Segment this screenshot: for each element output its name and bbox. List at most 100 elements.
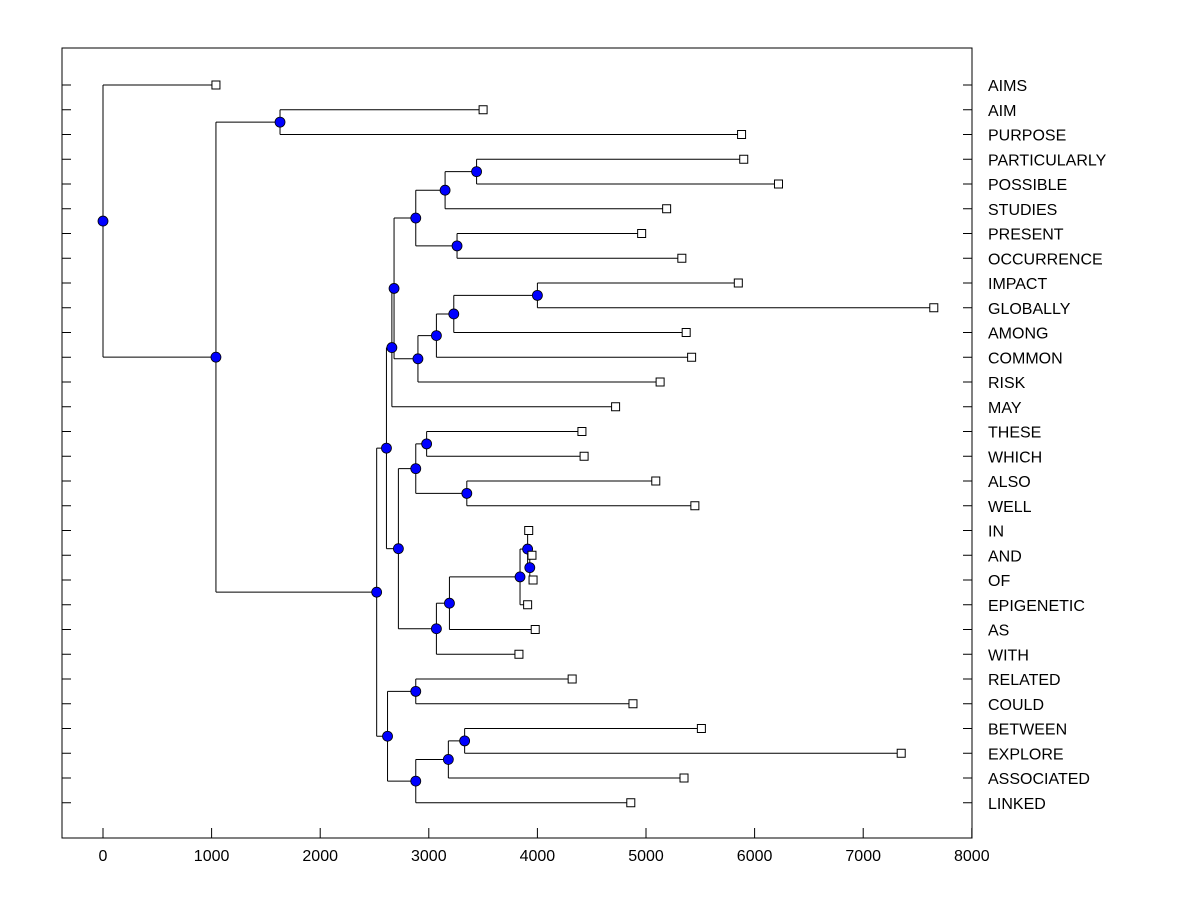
- leaf-marker: [524, 526, 534, 535]
- merge-node: [210, 351, 222, 363]
- leaf-marker: [662, 204, 672, 214]
- leaf-marker: [681, 328, 691, 337]
- leaf-label: STUDIES: [988, 202, 1057, 219]
- x-tick-label: 1000: [194, 848, 230, 865]
- leaf-marker: [896, 748, 906, 758]
- leaf-label: ASSOCIATED: [988, 771, 1090, 788]
- leaf-label: RISK: [988, 375, 1026, 392]
- leaf-label: POSSIBLE: [988, 177, 1067, 194]
- merge-node: [410, 775, 422, 787]
- merge-node: [461, 487, 473, 499]
- leaf-label: ALSO: [988, 474, 1031, 491]
- leaf-label: THESE: [988, 425, 1041, 442]
- leaf-marker: [687, 352, 697, 362]
- x-tick-label: 4000: [520, 848, 556, 865]
- leaf-markers: [211, 80, 939, 808]
- merge-node: [471, 166, 482, 178]
- merge-node: [421, 438, 433, 450]
- x-tick-label: 5000: [628, 848, 664, 865]
- x-tick-label: 6000: [737, 848, 773, 865]
- leaf-marker: [739, 154, 749, 164]
- merge-node: [431, 623, 442, 635]
- leaf-label: PARTICULARLY: [988, 152, 1107, 169]
- leaf-marker: [637, 229, 647, 238]
- leaf-label: IMPACT: [988, 276, 1047, 293]
- leaf-marker: [737, 130, 747, 139]
- leaf-labels: AIMS AIM PURPOSE PARTICULARLY POSSIBLE STUDIE…: [988, 78, 1107, 813]
- leaf-marker: [527, 550, 537, 560]
- leaf-label: OCCURRENCE: [988, 251, 1103, 268]
- leaf-marker: [626, 798, 636, 808]
- leaf-marker: [523, 600, 533, 610]
- x-tick-label: 8000: [954, 848, 990, 865]
- y-axis-ticks: [62, 84, 972, 804]
- leaf-label: OF: [988, 573, 1010, 590]
- merge-node: [431, 330, 442, 341]
- leaf-marker: [677, 253, 687, 263]
- leaf-marker: [567, 674, 577, 684]
- merge-node: [444, 597, 455, 609]
- leaf-label: IN: [988, 524, 1004, 541]
- leaf-label: MAY: [988, 400, 1022, 417]
- leaf-marker: [528, 575, 538, 585]
- branches: [102, 84, 934, 804]
- plot-frame: [61, 47, 973, 839]
- leaf-label: EPIGENETIC: [988, 598, 1085, 615]
- merge-node: [412, 353, 424, 365]
- merge-node: [514, 571, 526, 583]
- leaf-label: BETWEEN: [988, 722, 1067, 739]
- leaf-marker: [514, 649, 524, 659]
- leaf-label: COMMON: [988, 350, 1063, 367]
- leaf-marker: [696, 724, 706, 733]
- merge-node: [386, 342, 398, 353]
- merge-node: [392, 543, 404, 555]
- leaf-marker: [478, 105, 488, 115]
- x-tick-label: 2000: [302, 848, 338, 865]
- leaf-label: PURPOSE: [988, 128, 1066, 145]
- merge-node: [524, 562, 536, 574]
- leaf-label: WELL: [988, 499, 1032, 516]
- leaf-marker: [651, 476, 661, 486]
- leaf-marker: [679, 773, 689, 783]
- merge-node: [388, 283, 400, 294]
- x-tick-label: 3000: [411, 848, 447, 865]
- x-tick-label: 0: [99, 848, 108, 865]
- leaf-label: AS: [988, 623, 1009, 640]
- merge-node: [451, 240, 463, 252]
- merge-node: [382, 730, 393, 742]
- merge-node: [410, 463, 422, 475]
- leaf-label: EXPLORE: [988, 746, 1064, 763]
- leaf-marker: [655, 377, 665, 387]
- merge-node: [274, 116, 286, 128]
- leaf-label: WITH: [988, 647, 1029, 664]
- merge-node: [439, 184, 451, 196]
- leaf-marker: [690, 501, 700, 511]
- leaf-label: WHICH: [988, 449, 1042, 466]
- leaf-marker: [211, 80, 221, 90]
- leaf-label: AND: [988, 548, 1022, 565]
- leaf-label: COULD: [988, 697, 1044, 714]
- leaf-marker: [773, 179, 783, 189]
- leaf-label: PRESENT: [988, 227, 1064, 244]
- leaf-marker: [579, 451, 589, 461]
- merge-node: [381, 442, 392, 454]
- merge-node: [371, 586, 383, 598]
- leaf-marker: [611, 402, 621, 412]
- leaf-label: RELATED: [988, 672, 1061, 689]
- leaf-marker: [733, 278, 743, 288]
- leaf-marker: [530, 625, 540, 634]
- leaf-label: AIMS: [988, 78, 1027, 95]
- merge-node: [442, 754, 454, 765]
- leaf-marker: [929, 303, 939, 313]
- leaf-label: LINKED: [988, 796, 1046, 813]
- x-axis-ticks: 0 1000 2000 3000 4000 5000 6000 7000 8000: [99, 828, 990, 865]
- x-tick-label: 7000: [845, 848, 881, 865]
- leaf-marker: [628, 699, 638, 709]
- leaf-marker: [577, 427, 587, 436]
- leaf-label: GLOBALLY: [988, 301, 1071, 318]
- leaf-label: AIM: [988, 103, 1016, 120]
- merge-node: [410, 685, 422, 697]
- merge-node: [97, 215, 109, 227]
- leaf-label: AMONG: [988, 326, 1048, 343]
